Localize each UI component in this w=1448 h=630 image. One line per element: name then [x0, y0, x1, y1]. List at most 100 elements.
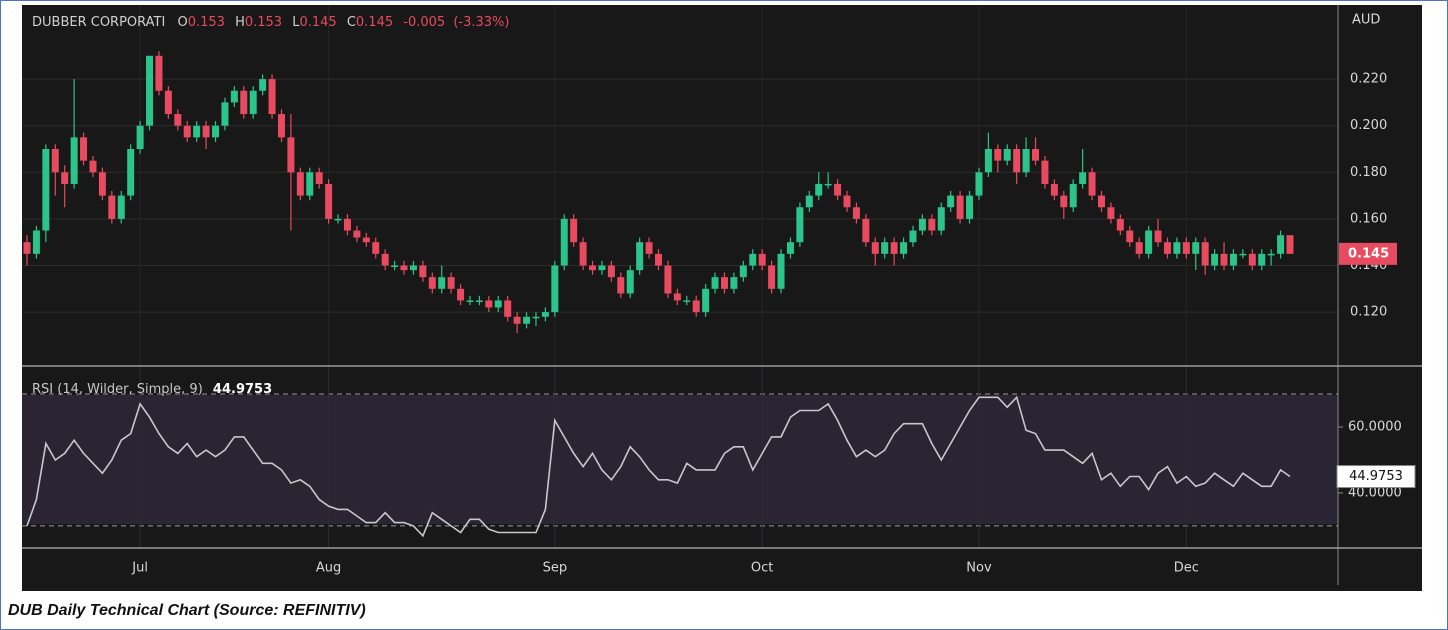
marks: 0.1200.1400.1600.1800.2000.22060.000040.… — [23, 51, 1416, 576]
candle-body — [372, 242, 380, 254]
candle-body — [428, 277, 436, 289]
candle-body — [1060, 195, 1068, 208]
candle-body — [786, 242, 794, 254]
candle-body — [598, 265, 606, 271]
rsi-line — [26, 395, 1291, 538]
candle-body — [504, 300, 512, 317]
candle-body — [739, 265, 747, 278]
candle-body — [805, 195, 813, 208]
candle-body — [947, 195, 955, 208]
candle-body — [287, 137, 295, 173]
candle-body — [362, 237, 370, 243]
candle-body — [494, 300, 502, 308]
candle-body — [890, 242, 898, 254]
candle-body — [673, 293, 681, 301]
candle-body — [1154, 230, 1162, 243]
candle-body — [249, 90, 257, 115]
candle-body — [127, 149, 135, 196]
candle-body — [1286, 235, 1294, 254]
candle-body — [1126, 230, 1134, 243]
candle-body — [541, 312, 549, 317]
rsi-tick-label: 60.0000 — [1348, 420, 1402, 435]
candle-body — [164, 90, 172, 115]
ohlc-label: H — [235, 15, 245, 30]
candle-body — [975, 172, 983, 196]
candle-body — [400, 265, 408, 271]
candle-body — [532, 316, 540, 319]
candle-body — [1258, 253, 1266, 266]
candle-body — [843, 195, 851, 208]
candle-body — [1201, 242, 1209, 266]
currency: AUD — [1352, 13, 1380, 28]
candle-body — [730, 277, 738, 289]
candle-body — [1032, 149, 1040, 161]
candle-body — [89, 160, 97, 173]
candle-body — [1088, 172, 1096, 196]
candle-body — [475, 300, 483, 302]
candle-body — [1041, 160, 1049, 184]
candle-body — [852, 207, 860, 219]
candle-body — [928, 218, 936, 231]
ohlc-value: 0.145 — [356, 15, 393, 30]
rsi-value-label: 44.9753 — [1349, 469, 1403, 484]
candle-body — [146, 55, 154, 126]
candle-body — [117, 195, 125, 219]
ohlc-label: O — [177, 15, 187, 30]
candle-body — [1173, 242, 1181, 254]
candle-body — [1182, 242, 1190, 254]
candle-body — [551, 265, 559, 313]
candle-body — [626, 270, 634, 294]
candle-body — [466, 300, 474, 302]
candle-body — [589, 265, 597, 271]
candle-body — [984, 149, 992, 173]
candle-body — [513, 316, 521, 324]
candle-body — [1145, 230, 1153, 254]
candle-body — [325, 183, 333, 219]
candle-body — [909, 230, 917, 243]
candle-body — [871, 242, 879, 254]
candle-body — [1211, 253, 1219, 266]
candle-body — [881, 242, 889, 254]
ohlc-value: 0.145 — [299, 15, 336, 30]
candle-body — [419, 265, 427, 278]
candle-body — [655, 253, 662, 266]
candle-body — [711, 277, 719, 289]
candle-body — [918, 218, 926, 231]
candle-body — [259, 79, 267, 91]
rsi-value-tag — [1336, 465, 1416, 489]
rsi-header: RSI (14, Wilder, Simple, 9) 44.9753 — [32, 382, 272, 397]
candle-body — [1135, 242, 1143, 254]
rsi-title: RSI (14, Wilder, Simple, 9) — [32, 382, 203, 397]
candle-body — [937, 207, 945, 231]
x-tick-label: Sep — [543, 561, 568, 576]
candle-body — [664, 265, 672, 294]
candle-body — [174, 114, 182, 126]
candle-body — [334, 218, 342, 221]
candle-body — [749, 253, 757, 266]
candle-body — [1022, 149, 1030, 173]
y-tick-label: 0.220 — [1350, 72, 1387, 87]
candle-body — [315, 172, 323, 184]
candle-body — [1239, 253, 1247, 256]
candle-body — [136, 125, 144, 149]
x-tick-label: Nov — [966, 561, 992, 576]
candle-body — [61, 172, 69, 184]
candle-body — [183, 125, 191, 138]
last-price-label: 0.145 — [1348, 246, 1389, 261]
candle-body — [1116, 218, 1124, 231]
candle-body — [1220, 253, 1228, 266]
x-tick-label: Dec — [1174, 561, 1199, 576]
candle-body — [155, 55, 163, 91]
candle-body — [994, 149, 1002, 161]
candle-body — [523, 316, 531, 324]
y-tick-label: 0.160 — [1350, 211, 1387, 226]
candle-body — [900, 242, 908, 254]
candle-body — [1107, 207, 1115, 219]
candle-body — [758, 253, 766, 266]
candle-body — [956, 195, 964, 219]
candle-body — [702, 288, 710, 313]
candle-body — [777, 253, 785, 289]
candle-body — [1277, 235, 1285, 254]
candle-body — [692, 300, 700, 313]
